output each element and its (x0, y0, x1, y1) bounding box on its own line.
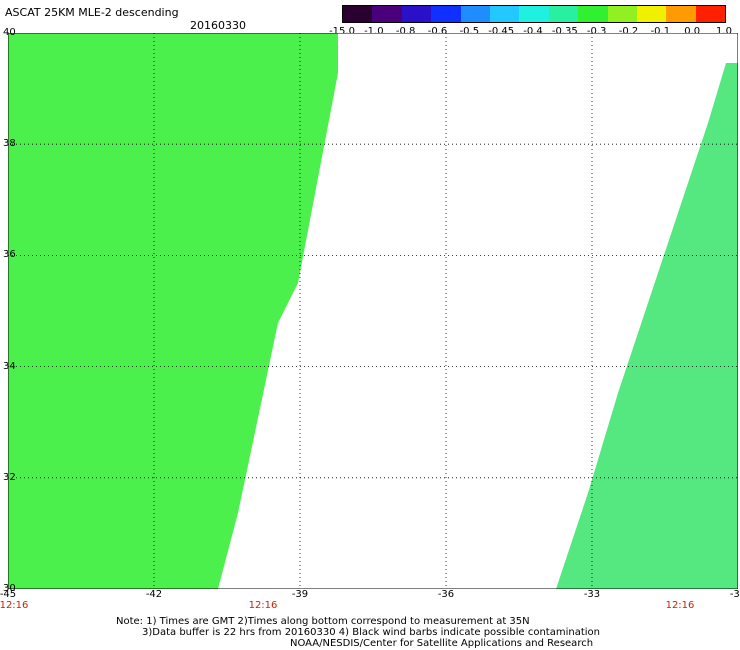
colorbar (342, 5, 726, 23)
colorbar-label: -0.3 (586, 26, 607, 37)
colorbar-label: -0.5 (459, 26, 480, 37)
colorbar-segment (401, 6, 432, 22)
colorbar-label: -0.45 (488, 26, 515, 37)
colorbar-label: 0.0 (684, 26, 701, 37)
x-tick-label: -42 (145, 589, 163, 600)
colorbar-label: -0.35 (551, 26, 578, 37)
swaths (8, 33, 738, 589)
graticule (8, 33, 738, 589)
chart-title: ASCAT 25KM MLE-2 descending (5, 6, 179, 19)
colorbar-segment (431, 6, 461, 22)
time-label: 12:16 (0, 600, 29, 611)
x-tick-label: -36 (437, 589, 455, 600)
colorbar-segment (636, 6, 667, 22)
left-swath (8, 33, 338, 589)
y-tick-label: 30 (3, 583, 16, 594)
notes: Note: 1) Times are GMT 2)Times along bot… (116, 616, 600, 649)
y-tick-label: 32 (3, 471, 16, 483)
y-tick-label: 36 (3, 249, 16, 261)
y-tick-label: 38 (3, 138, 16, 150)
colorbar-label: -0.8 (395, 26, 416, 37)
colorbar-label: -0.2 (618, 26, 639, 37)
x-tick-label: -45 (0, 589, 17, 600)
colorbar-label: 1.0 (716, 26, 732, 37)
colorbar-segment (343, 6, 373, 22)
colorbar-labels: -15.0 -1.0 -0.8 -0.6 -0.5 -0.45 -0.4 -0.35 -0.3-… (322, 26, 740, 40)
time-label: 12:16 (248, 600, 278, 611)
colorbar-segment (372, 6, 402, 22)
colorbar-label: -1.0 (364, 26, 384, 37)
colorbar-label: -0.1 (650, 26, 671, 37)
note-line-3: NOAA/NESDIS/Center for Satellite Applica… (290, 638, 594, 649)
note-line-2: 3)Data buffer is 22 hrs from 20160330 4)… (142, 627, 600, 638)
colorbar-segment (460, 6, 490, 22)
colorbar-segment (519, 6, 549, 22)
colorbar-segment (578, 6, 608, 22)
colorbar-segment (695, 6, 726, 22)
right-swath (556, 63, 738, 589)
colorbar-segment (489, 6, 520, 22)
colorbar-segment (548, 6, 579, 22)
x-tick-label: -33 (583, 589, 601, 600)
colorbar-label: -0.4 (523, 26, 543, 37)
x-tick-label: -30 (729, 589, 740, 600)
colorbar-label: -15.0 (329, 26, 355, 37)
note-line-1: Note: 1) Times are GMT 2)Times along bot… (116, 616, 530, 627)
colorbar-segment (666, 6, 696, 22)
y-tick-label: 40 (3, 27, 16, 38)
map-plot (8, 33, 738, 589)
chart-date: 20160330 (190, 19, 246, 32)
colorbar-segment (607, 6, 637, 22)
y-tick-label: 34 (3, 360, 16, 372)
time-label: 12:16 (665, 600, 695, 611)
colorbar-label: -0.6 (427, 26, 448, 37)
x-tick-label: -39 (291, 589, 309, 600)
